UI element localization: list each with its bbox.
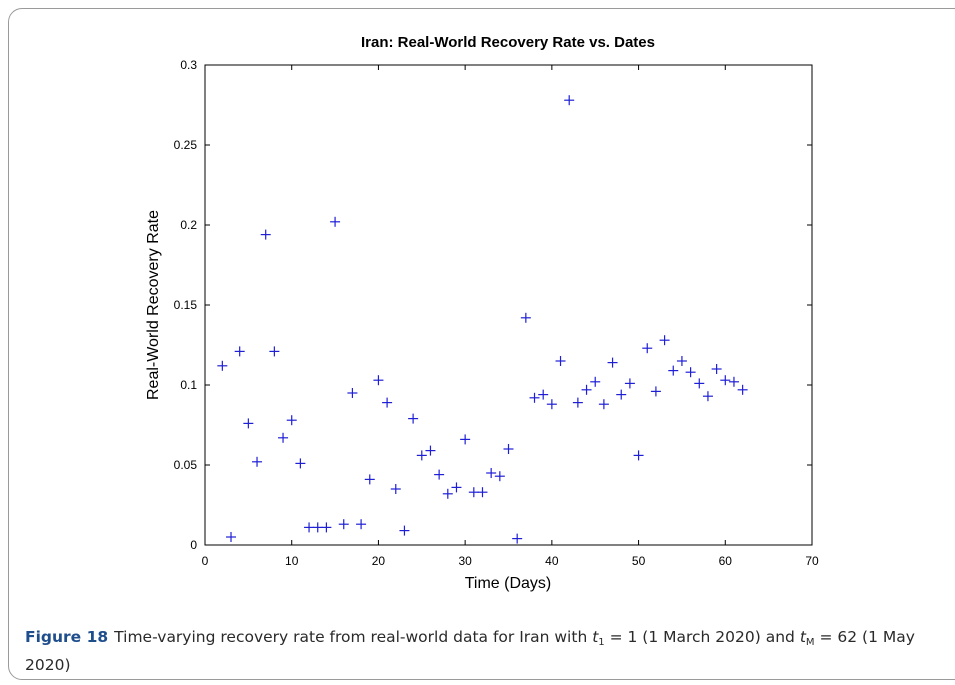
data-point: [564, 95, 575, 106]
data-point: [330, 216, 341, 227]
data-point: [590, 376, 601, 387]
y-tick-label: 0.3: [180, 58, 197, 72]
x-tick-label: 50: [632, 554, 646, 568]
data-point: [529, 392, 540, 403]
caption-text-1: Time-varying recovery rate from real-wor…: [114, 628, 593, 646]
data-point: [668, 365, 679, 376]
y-tick-label: 0.1: [180, 378, 197, 392]
data-point: [711, 364, 722, 374]
data-point: [226, 532, 237, 542]
data-point: [451, 482, 462, 493]
data-point: [598, 399, 609, 410]
data-point: [737, 384, 748, 395]
x-tick-label: 0: [202, 554, 209, 568]
data-point: [356, 519, 367, 530]
data-point: [217, 360, 228, 371]
x-tick-label: 40: [545, 554, 559, 568]
data-point: [408, 413, 419, 424]
caption-tm-var: t: [799, 628, 806, 646]
x-tick-label: 60: [719, 554, 733, 568]
y-axis-label: Real-World Recovery Rate: [145, 210, 162, 400]
data-point: [468, 487, 479, 498]
data-point: [512, 533, 523, 544]
data-point: [382, 397, 393, 408]
data-point: [702, 391, 713, 402]
data-points: [217, 95, 748, 544]
x-tick-label: 70: [805, 554, 819, 568]
data-point: [442, 488, 453, 499]
caption-tm-sub: M: [805, 637, 815, 648]
data-point: [572, 397, 583, 408]
plot-area: [204, 64, 813, 546]
data-point: [477, 487, 488, 498]
x-tick-label: 20: [372, 554, 386, 568]
data-point: [546, 399, 557, 410]
data-point: [252, 456, 263, 467]
data-point: [728, 376, 739, 387]
x-ticks: 0 10 20 30 40 50 60 70: [202, 65, 819, 568]
data-point: [278, 432, 289, 443]
y-tick-label: 0: [190, 538, 197, 552]
data-point: [373, 375, 384, 386]
figure-frame: [8, 8, 955, 680]
figure-caption: Figure 18 Time-varying recovery rate from…: [25, 626, 940, 676]
data-point: [243, 418, 254, 429]
data-point: [642, 343, 653, 354]
x-axis-label: Time (Days): [465, 575, 552, 592]
data-point: [538, 389, 549, 400]
y-tick-label: 0.2: [180, 218, 197, 232]
y-tick-label: 0.05: [174, 458, 198, 472]
data-point: [399, 525, 410, 536]
y-tick-label: 0.15: [174, 298, 198, 312]
data-point: [659, 335, 670, 346]
y-tick-label: 0.25: [174, 138, 198, 152]
data-point: [269, 346, 280, 357]
data-point: [321, 522, 332, 533]
data-point: [234, 346, 245, 357]
data-point: [720, 375, 731, 386]
chart-title: Iran: Real-World Recovery Rate vs. Dates: [361, 34, 655, 51]
data-point: [616, 389, 627, 400]
data-point: [286, 415, 297, 426]
data-point: [503, 444, 514, 454]
data-point: [416, 450, 427, 461]
caption-t1-sub: 1: [598, 637, 605, 648]
data-point: [624, 378, 635, 389]
x-tick-label: 10: [285, 554, 299, 568]
data-point: [312, 522, 323, 533]
data-point: [295, 458, 306, 469]
data-point: [494, 471, 505, 482]
data-point: [347, 388, 358, 398]
data-point: [486, 468, 497, 478]
data-point: [555, 356, 566, 366]
data-point: [694, 378, 705, 389]
data-point: [581, 384, 592, 395]
data-point: [685, 367, 696, 378]
data-point: [364, 474, 375, 485]
data-point: [260, 229, 271, 240]
data-point: [520, 312, 531, 323]
data-point: [676, 356, 687, 366]
data-point: [607, 357, 618, 368]
data-point: [425, 445, 436, 456]
y-ticks: 0 0.05 0.1 0.15 0.2 0.25 0.3: [174, 58, 812, 552]
caption-t1-var: t: [592, 628, 599, 646]
data-point: [460, 434, 471, 445]
data-point: [633, 450, 644, 461]
x-tick-label: 30: [458, 554, 472, 568]
data-point: [434, 469, 445, 480]
data-point: [338, 519, 349, 530]
caption-text-2: = 1 (1 March 2020) and: [604, 628, 800, 646]
data-point: [390, 484, 401, 494]
data-point: [304, 522, 315, 533]
figure-label: Figure 18: [25, 628, 109, 646]
caption-text-3: = 62 (1 May 2020): [25, 628, 915, 674]
data-point: [650, 386, 661, 397]
